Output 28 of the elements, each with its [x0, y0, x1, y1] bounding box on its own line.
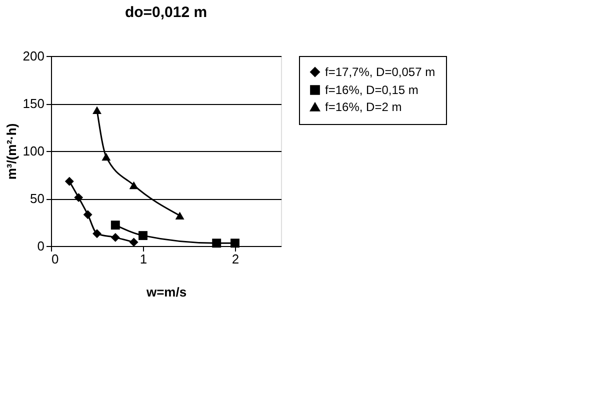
y-tick-label: 100 [22, 144, 44, 158]
y-tick-label: 200 [22, 48, 44, 64]
point [110, 220, 120, 230]
point [64, 176, 74, 186]
point [138, 231, 148, 240]
point [83, 210, 92, 220]
point [92, 229, 102, 238]
y-tick-label: 50 [30, 191, 44, 206]
x-axis-title: w=m/s [145, 284, 187, 300]
point [74, 193, 84, 202]
x-tick-label: 1 [140, 252, 148, 266]
point [175, 212, 184, 220]
point [102, 152, 111, 161]
legend-label: f=16%, D=2 m [325, 100, 402, 114]
point [212, 238, 222, 248]
point [92, 106, 102, 114]
x-tick-label: 2 [232, 252, 240, 266]
legend-label: f=16%, D=0,15 m [325, 83, 418, 97]
y-tick-label: 0 [37, 238, 44, 254]
legend-label: f=17,7%, D=0,057 m [325, 65, 436, 79]
point [110, 232, 120, 242]
y-axis-title: m³/(m²·h) [4, 123, 19, 180]
point [129, 181, 138, 190]
chart-title: do=0,012 m [124, 4, 208, 21]
y-tick-label: 150 [22, 96, 44, 111]
point [230, 238, 240, 248]
x-tick-label: 0 [52, 252, 59, 266]
point [129, 238, 138, 247]
